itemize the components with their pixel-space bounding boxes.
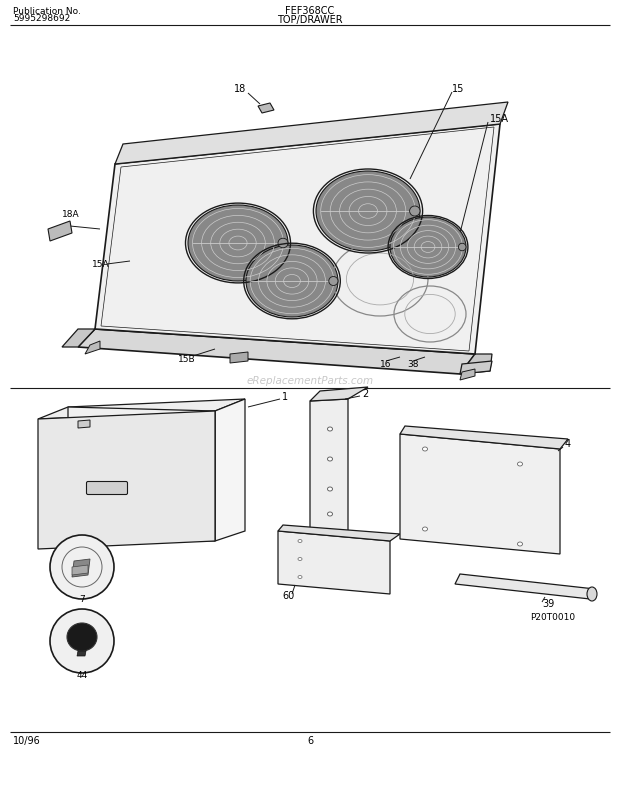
- Ellipse shape: [518, 542, 523, 546]
- Text: 39: 39: [542, 599, 554, 609]
- Text: 10/96: 10/96: [13, 736, 41, 746]
- Polygon shape: [78, 329, 475, 374]
- Polygon shape: [115, 102, 508, 164]
- Ellipse shape: [458, 243, 466, 251]
- Polygon shape: [460, 369, 475, 380]
- Text: P20T0010: P20T0010: [530, 612, 575, 622]
- Text: 44: 44: [76, 671, 87, 680]
- Ellipse shape: [278, 238, 288, 248]
- Polygon shape: [77, 651, 86, 656]
- Ellipse shape: [246, 245, 338, 317]
- Circle shape: [50, 535, 114, 599]
- Polygon shape: [460, 354, 492, 374]
- Ellipse shape: [327, 512, 332, 516]
- Text: TOP/DRAWER: TOP/DRAWER: [277, 15, 343, 25]
- Polygon shape: [230, 352, 248, 363]
- Ellipse shape: [327, 427, 332, 431]
- Ellipse shape: [298, 575, 302, 578]
- Text: 60: 60: [282, 591, 294, 601]
- Ellipse shape: [518, 462, 523, 466]
- Text: 5995298692: 5995298692: [13, 13, 70, 23]
- Text: 38: 38: [407, 360, 419, 368]
- Text: FEF368CC: FEF368CC: [285, 6, 335, 16]
- Text: 2: 2: [362, 389, 368, 399]
- Text: 4: 4: [565, 439, 571, 449]
- Polygon shape: [95, 124, 500, 354]
- Text: 7: 7: [79, 594, 85, 604]
- Polygon shape: [62, 329, 95, 347]
- Ellipse shape: [298, 540, 302, 543]
- Text: 16: 16: [380, 360, 391, 368]
- Text: 18: 18: [234, 84, 246, 94]
- Polygon shape: [278, 531, 390, 594]
- Polygon shape: [278, 525, 400, 541]
- Polygon shape: [400, 434, 560, 554]
- Ellipse shape: [587, 587, 597, 601]
- Polygon shape: [85, 341, 100, 354]
- Ellipse shape: [67, 623, 97, 651]
- Text: Publication No.: Publication No.: [13, 6, 81, 16]
- Ellipse shape: [410, 206, 420, 216]
- Polygon shape: [400, 426, 568, 449]
- Ellipse shape: [422, 447, 428, 451]
- FancyBboxPatch shape: [87, 481, 128, 495]
- Ellipse shape: [188, 205, 288, 281]
- Text: 6: 6: [307, 736, 313, 746]
- Polygon shape: [78, 420, 90, 428]
- Ellipse shape: [327, 457, 332, 461]
- Ellipse shape: [327, 487, 332, 491]
- Polygon shape: [68, 407, 215, 541]
- Polygon shape: [460, 361, 492, 374]
- Polygon shape: [455, 574, 595, 599]
- Circle shape: [50, 609, 114, 673]
- Polygon shape: [258, 103, 274, 113]
- Ellipse shape: [390, 217, 466, 277]
- Text: 15: 15: [452, 84, 464, 94]
- Polygon shape: [48, 221, 72, 241]
- Text: 15A: 15A: [92, 260, 110, 268]
- Ellipse shape: [316, 171, 420, 251]
- Text: 15A: 15A: [490, 114, 509, 124]
- Text: eReplacementParts.com: eReplacementParts.com: [246, 376, 374, 386]
- Polygon shape: [72, 565, 88, 575]
- Text: 18A: 18A: [62, 210, 79, 219]
- Polygon shape: [38, 411, 215, 549]
- Text: 15B: 15B: [178, 354, 196, 364]
- Polygon shape: [38, 399, 245, 419]
- Text: 1: 1: [282, 392, 288, 402]
- Polygon shape: [310, 399, 348, 541]
- Ellipse shape: [298, 558, 302, 560]
- Polygon shape: [72, 559, 90, 577]
- Ellipse shape: [329, 276, 338, 286]
- Polygon shape: [310, 387, 368, 401]
- Ellipse shape: [422, 527, 428, 531]
- Polygon shape: [215, 399, 245, 541]
